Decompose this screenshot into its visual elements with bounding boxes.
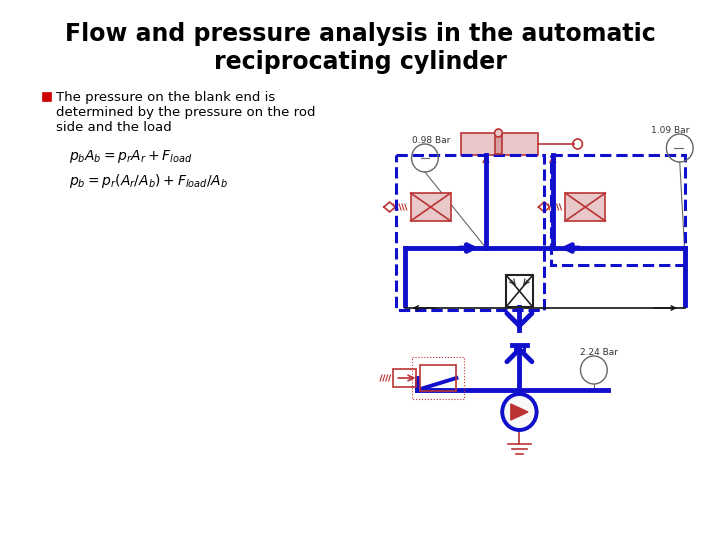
- Text: The pressure on the blank end is: The pressure on the blank end is: [56, 91, 276, 104]
- Bar: [565, 193, 606, 221]
- Text: 2.24 Bar: 2.24 Bar: [580, 348, 618, 357]
- Bar: [413, 357, 464, 399]
- Polygon shape: [510, 404, 528, 420]
- Bar: [393, 369, 416, 387]
- Text: $p_b = p_r(A_r/A_b)+ F_{load}/A_b$: $p_b = p_r(A_r/A_b)+ F_{load}/A_b$: [69, 172, 228, 190]
- Bar: [396, 155, 544, 310]
- Text: 1.09 Bar: 1.09 Bar: [651, 126, 690, 135]
- Text: reciprocating cylinder: reciprocating cylinder: [214, 50, 506, 74]
- Text: determined by the pressure on the rod: determined by the pressure on the rod: [56, 106, 316, 119]
- Bar: [551, 155, 685, 265]
- Text: Flow and pressure analysis in the automatic: Flow and pressure analysis in the automa…: [65, 22, 655, 46]
- Bar: [410, 193, 451, 221]
- Text: $p_b A_b = p_r A_r + F_{load}$: $p_b A_b = p_r A_r + F_{load}$: [69, 148, 192, 165]
- Bar: [43, 93, 50, 101]
- Circle shape: [495, 129, 503, 137]
- Bar: [495, 134, 503, 154]
- Bar: [420, 365, 456, 391]
- Text: 0.98 Bar: 0.98 Bar: [412, 136, 450, 145]
- Bar: [506, 275, 533, 307]
- Bar: [462, 133, 538, 155]
- Text: side and the load: side and the load: [56, 121, 172, 134]
- Circle shape: [503, 394, 536, 430]
